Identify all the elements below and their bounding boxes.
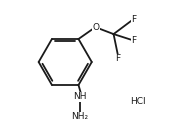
- Text: F: F: [131, 36, 137, 45]
- Text: NH₂: NH₂: [71, 112, 88, 121]
- Text: NH: NH: [73, 92, 86, 101]
- Text: F: F: [115, 54, 120, 63]
- Text: F: F: [131, 15, 137, 24]
- Text: O: O: [92, 23, 99, 32]
- Text: HCl: HCl: [130, 97, 146, 106]
